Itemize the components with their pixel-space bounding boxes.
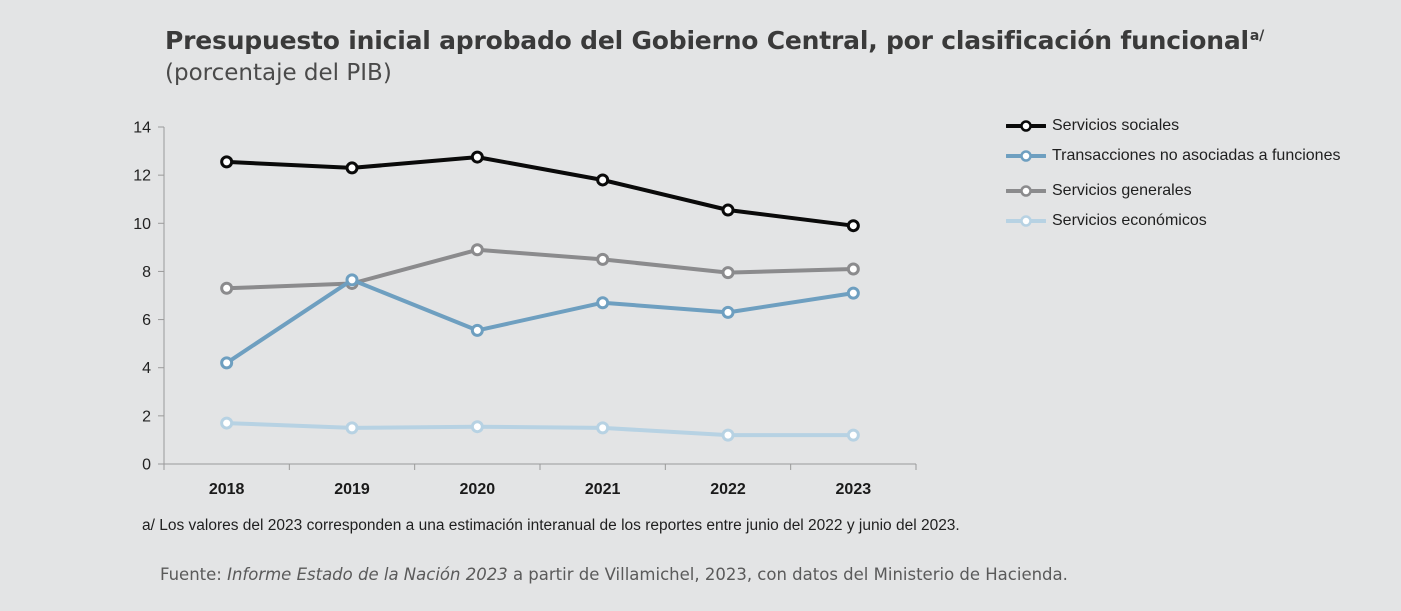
data-point [721, 203, 735, 217]
source-note: Fuente: Informe Estado de la Nación 2023… [160, 565, 1068, 584]
data-point [345, 161, 359, 175]
data-point [220, 155, 234, 169]
data-point [846, 428, 860, 442]
series-line [224, 421, 856, 438]
data-point [721, 305, 735, 319]
source-prefix: Fuente: [160, 565, 228, 584]
x-tick-label: 2022 [710, 481, 746, 498]
y-tick-label: 12 [133, 168, 151, 185]
footnote: a/ Los valores del 2023 corresponden a u… [142, 517, 960, 534]
x-tick-label: 2020 [460, 481, 496, 498]
y-tick-label: 6 [142, 312, 151, 329]
data-point [596, 296, 610, 310]
y-tick-label: 4 [142, 360, 151, 377]
data-point [596, 421, 610, 435]
chart-title-text: Presupuesto inicial aprobado del Gobiern… [165, 26, 1249, 55]
legend-label: Servicios económicos [1052, 212, 1207, 229]
series-line [224, 247, 856, 291]
data-point [345, 421, 359, 435]
data-point [846, 262, 860, 276]
legend-item: Servicios sociales [1006, 116, 1179, 136]
data-point [220, 416, 234, 430]
legend-marker [1006, 120, 1046, 132]
legend-marker [1006, 185, 1046, 197]
legend-marker [1006, 215, 1046, 227]
data-point [220, 281, 234, 295]
data-point [470, 150, 484, 164]
data-point [470, 420, 484, 434]
data-point [470, 323, 484, 337]
source-publication: Informe Estado de la Nación 2023 [227, 565, 508, 584]
y-tick-label: 14 [133, 120, 151, 137]
data-point [596, 173, 610, 187]
x-tick-label: 2021 [585, 481, 621, 498]
y-tick-label: 2 [142, 408, 151, 425]
chart-title-footnote-marker: a/ [1249, 27, 1265, 44]
data-point [721, 428, 735, 442]
chart-title: Presupuesto inicial aprobado del Gobiern… [165, 26, 1264, 55]
y-tick-label: 10 [133, 216, 151, 233]
x-tick-label: 2018 [209, 481, 245, 498]
data-point [596, 252, 610, 266]
legend-label: Servicios generales [1052, 182, 1192, 199]
data-point [220, 356, 234, 370]
x-tick-label: 2019 [334, 481, 370, 498]
data-point [846, 286, 860, 300]
series-line [224, 277, 856, 365]
legend-item: Servicios económicos [1006, 211, 1207, 231]
x-tick-label: 2023 [836, 481, 872, 498]
source-suffix: a partir de Villamichel, 2023, con datos… [507, 565, 1068, 584]
data-point [846, 219, 860, 233]
y-tick-label: 8 [142, 264, 151, 281]
y-tick-label: 0 [142, 457, 151, 474]
legend-label: Transacciones no asociadas a funciones [1052, 147, 1341, 164]
legend-marker [1006, 150, 1046, 162]
chart-subtitle: (porcentaje del PIB) [165, 60, 392, 86]
data-point [345, 273, 359, 287]
series-line [224, 155, 856, 228]
data-point [721, 266, 735, 280]
legend-label: Servicios sociales [1052, 117, 1180, 134]
legend-item: Transacciones no asociadas a funciones [1006, 146, 1340, 166]
data-point [470, 243, 484, 257]
legend-item: Servicios generales [1006, 181, 1192, 201]
